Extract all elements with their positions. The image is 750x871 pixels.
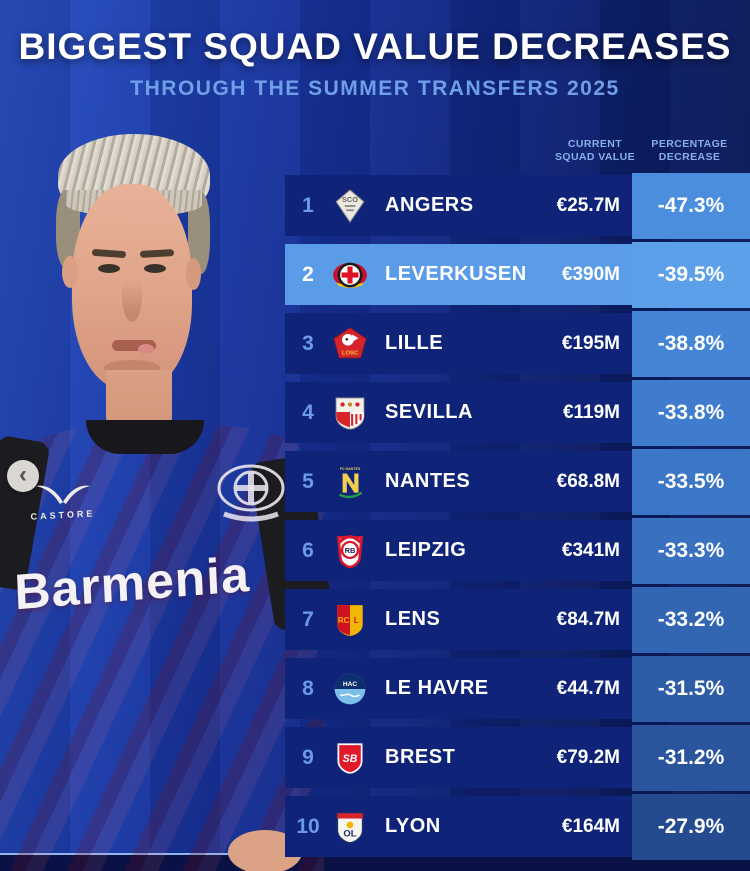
sevilla-logo-icon: [329, 393, 371, 433]
column-header-line: DECREASE: [658, 151, 721, 163]
percentage-decrease: -33.5%: [632, 448, 750, 515]
table-row: 6 RB LEIPZIG €341M -33.3%: [285, 517, 750, 584]
rank-label: 6: [302, 538, 314, 562]
svg-text:RB: RB: [345, 546, 356, 555]
column-header-percentage: PERCENTAGE DECREASE: [629, 138, 750, 164]
rank-label: 4: [302, 400, 314, 424]
svg-text:LOSC: LOSC: [342, 350, 359, 356]
column-header-line: CURRENT: [567, 138, 623, 150]
player-face: [72, 184, 192, 390]
club-name: LYON: [385, 815, 441, 837]
table-row: 9 SB BREST €79.2M -31.2%: [285, 724, 750, 791]
player-tongue: [138, 344, 154, 354]
club-name: LEVERKUSEN: [385, 263, 527, 285]
club-name: ANGERS: [385, 194, 474, 216]
squad-value: €390M: [561, 263, 620, 285]
angers-logo-icon: SCO: [329, 186, 371, 226]
percentage-decrease: -31.5%: [632, 655, 750, 722]
squad-value: €119M: [562, 401, 620, 423]
table-row: 5 FC NANTES NANTES €68.8M -33.5%: [285, 448, 750, 515]
svg-text:RC: RC: [338, 616, 350, 625]
lehavre-logo-icon: HAC: [329, 669, 371, 709]
player-ear: [186, 258, 201, 290]
player-ear: [62, 256, 78, 288]
player-photo: CASTORE Barmenia: [0, 128, 335, 871]
squad-value: €79.2M: [556, 746, 620, 768]
page-title: BIGGEST SQUAD VALUE DECREASES: [18, 26, 732, 67]
rank-label: 5: [302, 469, 314, 493]
jersey-collar: [86, 420, 204, 454]
rank-label: 7: [302, 607, 314, 631]
svg-text:FC NANTES: FC NANTES: [340, 466, 361, 470]
svg-text:L: L: [354, 616, 359, 625]
table-row: 10 OL LYON €164M -27.9%: [285, 793, 750, 860]
squad-value: €195M: [561, 332, 620, 354]
header-block: BIGGEST SQUAD VALUE DECREASES THROUGH TH…: [0, 26, 750, 101]
player-mouth: [112, 340, 156, 351]
table-row: 3 LOSC LILLE €195M -38.8%: [285, 310, 750, 377]
player-eye: [98, 264, 120, 273]
club-name: LEIPZIG: [385, 539, 467, 561]
rank-label: 3: [302, 331, 314, 355]
ranking-table: 1 SCO ANGERS €25.7M -47.3% 2 LEVERKUSEN …: [285, 172, 750, 860]
svg-text:HAC: HAC: [343, 680, 357, 687]
player-nose: [122, 270, 142, 322]
svg-text:OL: OL: [343, 828, 356, 839]
column-header-line: SQUAD VALUE: [554, 151, 636, 163]
club-name: LENS: [385, 608, 441, 630]
percentage-decrease: -39.5%: [632, 241, 750, 308]
percentage-decrease: -27.9%: [632, 793, 750, 860]
percentage-decrease: -38.8%: [632, 310, 750, 377]
bayer-leverkusen-crest-icon: [217, 464, 285, 522]
chevron-left-icon: ‹: [19, 460, 27, 488]
rank-label: 1: [302, 193, 314, 217]
carousel-previous-button[interactable]: ‹: [7, 460, 39, 492]
club-name: LE HAVRE: [385, 677, 489, 699]
squad-value: €341M: [561, 539, 620, 561]
squad-value: €84.7M: [556, 608, 620, 630]
rank-label: 10: [296, 814, 320, 838]
column-header-squad-value: CURRENT SQUAD VALUE: [531, 138, 659, 164]
table-row: 2 LEVERKUSEN €390M -39.5%: [285, 241, 750, 308]
svg-text:SB: SB: [343, 753, 358, 765]
squad-value: €44.7M: [556, 677, 620, 699]
table-row: 4 SEVILLA €119M -33.8%: [285, 379, 750, 446]
table-row: 7 RC L LENS €84.7M -33.2%: [285, 586, 750, 653]
squad-value: €164M: [561, 815, 620, 837]
squad-value: €25.7M: [556, 194, 620, 216]
club-name: LILLE: [385, 332, 444, 354]
castore-bird-icon: [36, 485, 90, 504]
club-name: BREST: [385, 746, 456, 768]
percentage-decrease: -47.3%: [632, 172, 750, 239]
table-row: 1 SCO ANGERS €25.7M -47.3%: [285, 172, 750, 239]
svg-text:SCO: SCO: [342, 194, 358, 203]
player-eye: [144, 264, 166, 273]
rank-label: 9: [302, 745, 314, 769]
club-name: SEVILLA: [385, 401, 473, 423]
player-hair: [188, 192, 210, 274]
page-subtitle: THROUGH THE SUMMER TRANSFERS 2025: [130, 77, 620, 100]
percentage-decrease: -33.8%: [632, 379, 750, 446]
club-name: NANTES: [385, 470, 471, 492]
column-header-line: PERCENTAGE: [651, 138, 728, 150]
percentage-decrease: -33.3%: [632, 517, 750, 584]
brest-logo-icon: SB: [329, 738, 371, 778]
rank-label: 8: [302, 676, 314, 700]
lens-logo-icon: RC L: [329, 600, 371, 640]
rank-label: 2: [302, 262, 314, 286]
lille-logo-icon: LOSC: [329, 324, 371, 364]
percentage-decrease: -31.2%: [632, 724, 750, 791]
leverkusen-logo-icon: [329, 255, 371, 295]
nantes-logo-icon: FC NANTES: [329, 462, 371, 502]
leipzig-logo-icon: RB: [329, 531, 371, 571]
squad-value: €68.8M: [556, 470, 620, 492]
percentage-decrease: -33.2%: [632, 586, 750, 653]
lyon-logo-icon: OL: [329, 807, 371, 847]
table-row: 8 HAC LE HAVRE €44.7M -31.5%: [285, 655, 750, 722]
